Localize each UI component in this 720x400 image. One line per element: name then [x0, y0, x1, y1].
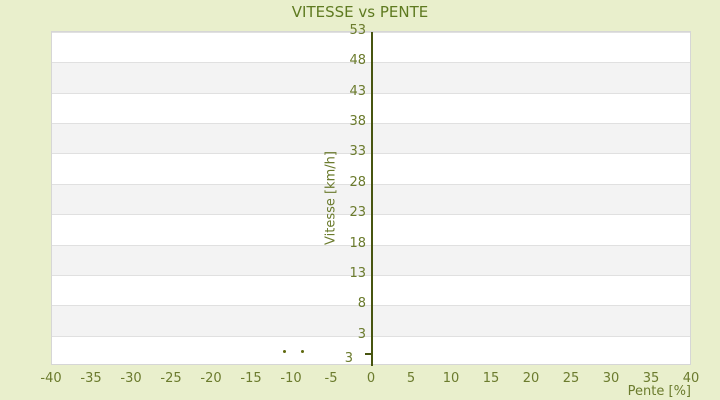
y-tick-label: 33	[349, 144, 366, 160]
x-tick-label: 0	[366, 371, 376, 386]
y-tick-label: 53	[349, 23, 366, 38]
y-tick-label: 3	[357, 326, 366, 342]
plot-area	[51, 31, 691, 366]
y-axis-line	[371, 32, 373, 366]
x-tick-label: -40	[40, 371, 62, 386]
y-tick-label: 28	[349, 174, 366, 190]
y-tick-label: 48	[349, 53, 366, 69]
y-axis-bottom-label: 3	[344, 351, 353, 366]
x-tick-label: -5	[324, 371, 338, 386]
data-point	[283, 350, 286, 354]
x-tick-label: 25	[562, 371, 580, 386]
x-tick-label: 20	[522, 371, 540, 386]
x-axis-label: Pente [%]	[627, 384, 691, 399]
data-point	[300, 350, 304, 354]
x-tick-label: -10	[280, 371, 302, 386]
x-tick-label: 10	[442, 371, 460, 386]
y-tick-label: 38	[349, 114, 366, 130]
chart-title: VITESSE vs PENTE	[291, 3, 429, 21]
y-tick-label: 23	[349, 205, 366, 221]
y-tick-label: 43	[349, 83, 366, 99]
x-tick-label: -15	[240, 371, 262, 386]
x-tick-label: 30	[602, 371, 620, 386]
y-tick-label: 13	[349, 265, 366, 281]
y-tick-label: 18	[349, 235, 366, 251]
y-zero-tick	[365, 352, 371, 355]
x-tick-label: 35	[642, 371, 660, 386]
x-tick-label: -35	[80, 371, 102, 386]
y-axis-label: Vitesse [km/h]	[323, 151, 339, 245]
x-tick-label: -20	[200, 371, 222, 386]
x-tick-label: -25	[160, 371, 182, 386]
x-tick-label: 40	[682, 371, 700, 386]
x-tick-label: 5	[406, 371, 416, 386]
x-tick-label: -30	[120, 371, 142, 386]
y-tick-label: 8	[357, 296, 366, 312]
x-tick-label: 15	[482, 371, 500, 386]
